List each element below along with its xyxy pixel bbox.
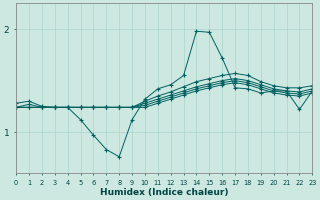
X-axis label: Humidex (Indice chaleur): Humidex (Indice chaleur): [100, 188, 228, 197]
